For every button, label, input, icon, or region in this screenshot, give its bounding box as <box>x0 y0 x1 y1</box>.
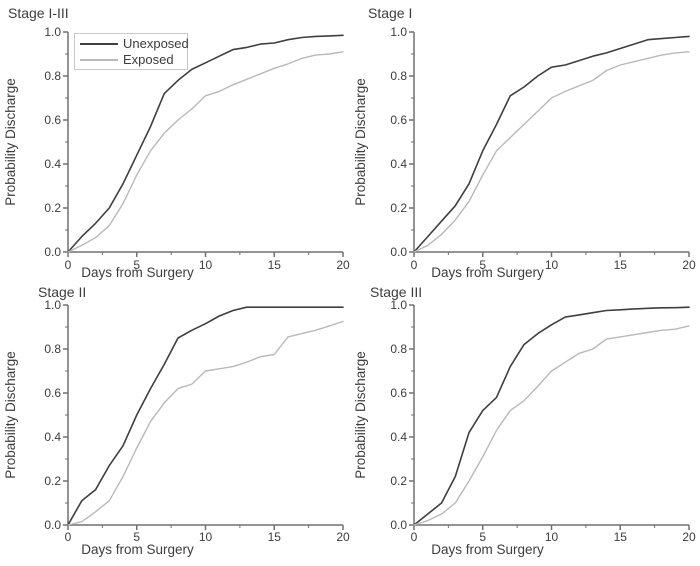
exposed-line-swatch <box>80 58 118 61</box>
x-tick-label: 15 <box>614 258 628 272</box>
series-exposed-line <box>413 325 690 526</box>
panel-title: Stage I <box>368 5 413 21</box>
y-tick-label: 0.6 <box>390 113 407 127</box>
y-axis-label: Probability Discharge <box>3 78 18 206</box>
y-tick-label: 0.2 <box>390 474 407 488</box>
series-unexposed-line <box>413 306 690 526</box>
x-tick-label: 15 <box>268 530 282 544</box>
y-tick-label: 0.8 <box>44 69 61 83</box>
y-tick-label: 0.0 <box>390 518 407 532</box>
y-tick-label: 1.0 <box>44 298 61 312</box>
x-tick-label: 10 <box>545 258 559 272</box>
y-tick-label: 0.0 <box>390 245 407 259</box>
series-exposed-line <box>67 320 344 526</box>
y-axis-label: Probability Discharge <box>353 78 368 206</box>
y-axis-label: Probability Discharge <box>353 351 368 479</box>
y-tick-label: 0.8 <box>390 69 407 83</box>
y-tick-label: 0.2 <box>44 201 61 215</box>
x-axis-title: Days from Surgery <box>81 542 194 557</box>
y-tick-label: 1.0 <box>390 25 407 39</box>
plot-stage-i-iii: 0 5 10 15 20 0.0 0.2 0.4 0.6 0.8 1.0 Probability Di… <box>3 25 350 272</box>
x-axis-title: Days from Surgery <box>431 265 544 280</box>
y-tick-label: 0.2 <box>390 201 407 215</box>
legend-label-exposed: Exposed <box>123 52 174 67</box>
panel-stage-i: 0 5 10 15 20 0.0 0.2 0.4 0.6 0.8 1.0 Probability Di… <box>350 0 700 283</box>
x-tick-label: 20 <box>682 258 696 272</box>
y-tick-label: 0.8 <box>44 342 61 356</box>
y-tick-label: 0.0 <box>44 518 61 532</box>
y-tick-label: 0.2 <box>44 474 61 488</box>
panel-stage-i-iii: 0 5 10 15 20 0.0 0.2 0.4 0.6 0.8 1.0 Probability Di… <box>0 0 350 283</box>
x-tick-label: 5 <box>133 258 140 272</box>
x-tick-label: 20 <box>336 530 350 544</box>
y-tick-label: 0.4 <box>390 157 407 171</box>
y-axis-label: Probability Discharge <box>3 351 18 479</box>
x-tick-label: 15 <box>268 258 282 272</box>
legend-label-unexposed: Unexposed <box>123 36 189 51</box>
series-unexposed-line <box>413 35 690 253</box>
series-unexposed-line <box>67 306 344 526</box>
y-tick-label: 0.4 <box>390 430 407 444</box>
x-tick-label: 5 <box>133 530 140 544</box>
panel-title: Stage III <box>370 284 423 300</box>
x-tick-label: 5 <box>479 258 486 272</box>
legend: Unexposed Exposed <box>74 33 189 70</box>
x-tick-label: 0 <box>411 530 418 544</box>
x-tick-label: 20 <box>336 258 350 272</box>
x-tick-label: 5 <box>479 530 486 544</box>
x-tick-label: 0 <box>65 530 72 544</box>
x-axis-title: Days from Surgery <box>431 542 544 557</box>
legend-item-exposed: Exposed <box>75 53 187 66</box>
x-tick-label: 20 <box>682 530 696 544</box>
series-exposed-line <box>413 51 690 253</box>
x-axis-title: Days from Surgery <box>81 265 194 280</box>
y-tick-label: 0.8 <box>390 342 407 356</box>
x-tick-label: 10 <box>545 530 559 544</box>
panel-stage-ii: 0 5 10 15 20 0.0 0.2 0.4 0.6 0.8 1.0 Probability Di… <box>0 283 350 566</box>
legend-item-unexposed: Unexposed <box>75 36 189 51</box>
x-tick-label: 10 <box>199 258 213 272</box>
y-tick-label: 0.4 <box>44 430 61 444</box>
y-tick-label: 0.0 <box>44 245 61 259</box>
panel-title: Stage I-III <box>8 5 69 21</box>
series-unexposed-line <box>67 34 344 253</box>
x-tick-label: 10 <box>199 530 213 544</box>
y-tick-label: 1.0 <box>44 25 61 39</box>
plot-stage-iii: 0 5 10 15 20 0.0 0.2 0.4 0.6 0.8 1.0 Probability Di… <box>353 298 696 544</box>
series-exposed-line <box>67 51 344 253</box>
unexposed-line-swatch <box>80 42 118 45</box>
y-tick-label: 0.6 <box>44 113 61 127</box>
x-tick-label: 0 <box>65 258 72 272</box>
y-tick-label: 0.4 <box>44 157 61 171</box>
y-tick-label: 0.6 <box>390 386 407 400</box>
y-tick-label: 1.0 <box>390 298 407 312</box>
x-tick-label: 0 <box>411 258 418 272</box>
y-tick-label: 0.6 <box>44 386 61 400</box>
panel-title: Stage II <box>38 284 87 300</box>
plot-stage-i: 0 5 10 15 20 0.0 0.2 0.4 0.6 0.8 1.0 Probability Di… <box>353 25 696 272</box>
plot-stage-ii: 0 5 10 15 20 0.0 0.2 0.4 0.6 0.8 1.0 Probability Di… <box>3 298 350 544</box>
panel-stage-iii: 0 5 10 15 20 0.0 0.2 0.4 0.6 0.8 1.0 Probability Di… <box>350 283 700 566</box>
x-tick-label: 15 <box>614 530 628 544</box>
